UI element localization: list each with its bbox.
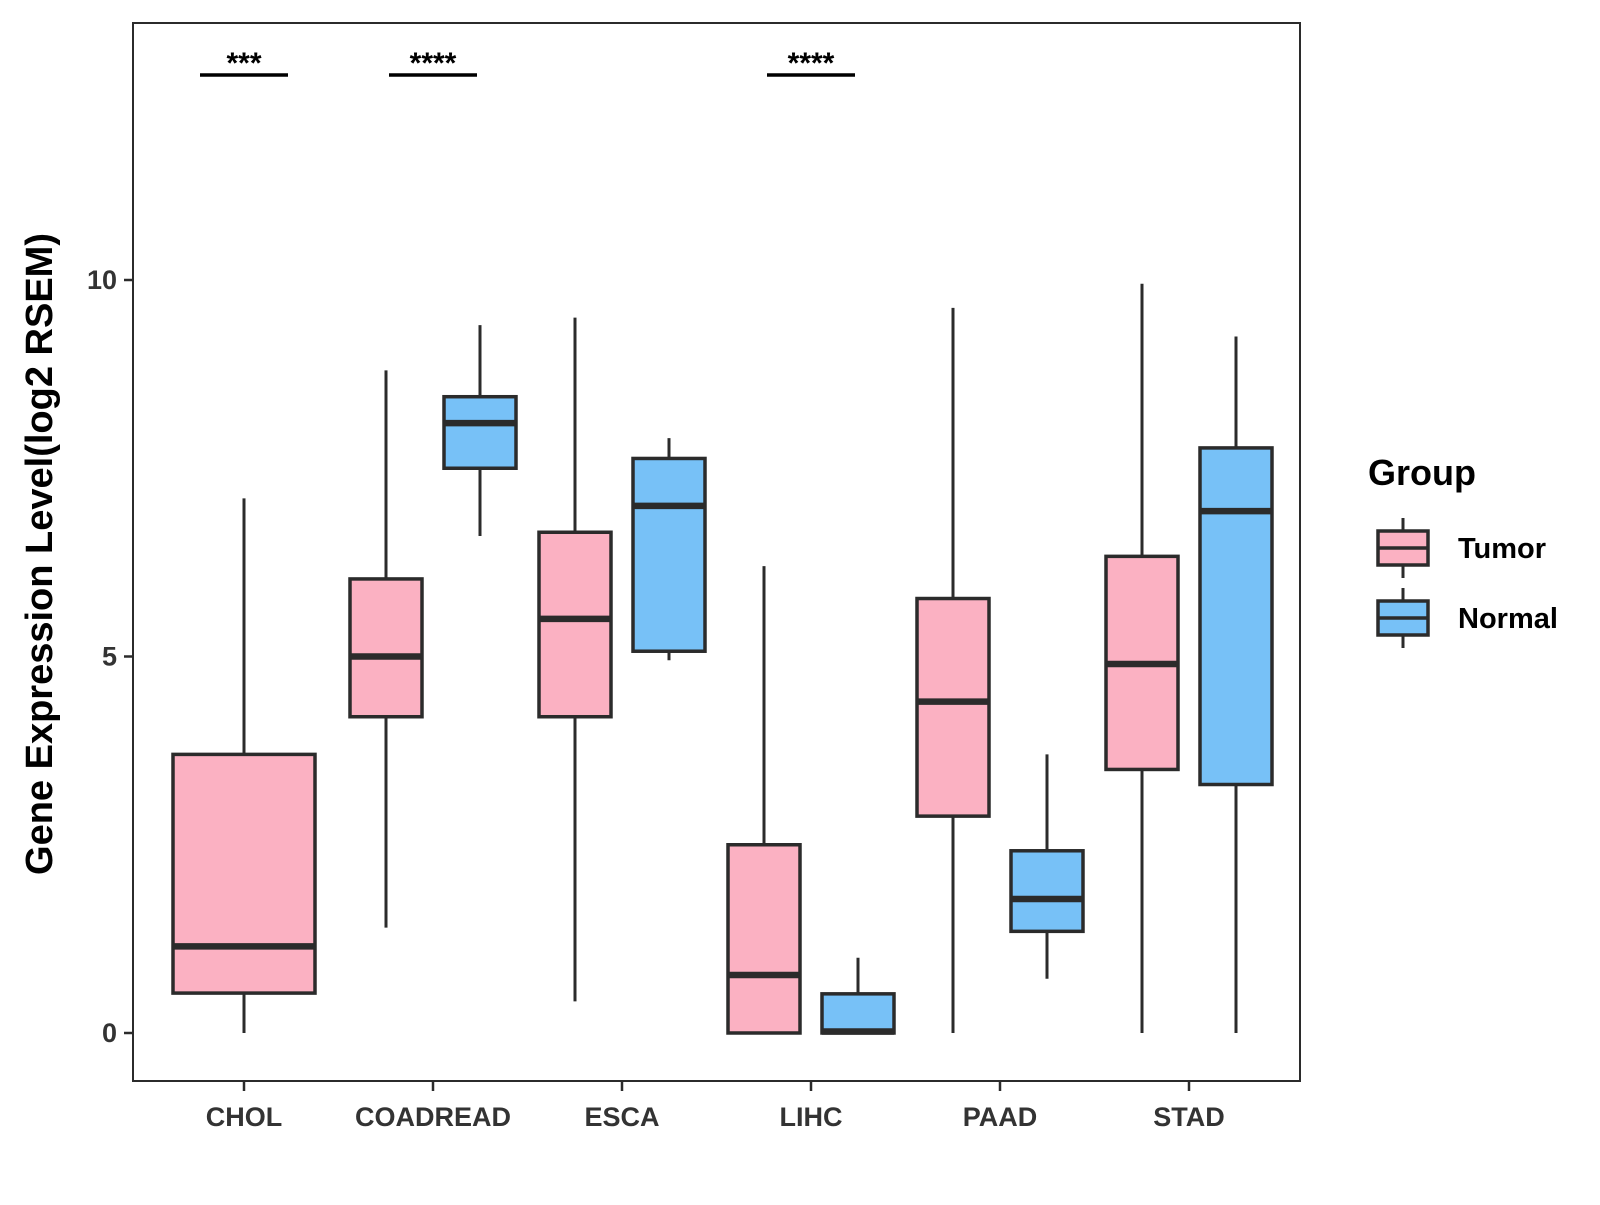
box-body <box>348 577 424 719</box>
box-body <box>631 456 707 653</box>
box-paad-normal <box>1009 754 1085 979</box>
x-tick-label: PAAD <box>963 1102 1038 1132</box>
significance-label: *** <box>226 47 261 80</box>
x-tick-label: COADREAD <box>355 1102 511 1132</box>
axes: 0 5 10 CHOL COADREAD ESCA LIHC PAAD STAD <box>87 22 1301 1132</box>
box-body <box>171 752 317 995</box>
legend-label: Tumor <box>1458 533 1546 565</box>
box-body <box>442 394 518 470</box>
y-tick-label: 10 <box>87 265 117 295</box>
legend-label: Normal <box>1458 603 1558 635</box>
legend-item-tumor: Tumor <box>1376 518 1546 578</box>
y-tick-label: 5 <box>102 642 117 672</box>
significance-label: **** <box>788 47 835 80</box>
y-axis-title: Gene Expression Level(log2 RSEM) <box>19 233 61 875</box>
box-body <box>537 530 613 719</box>
box-coadread-tumor <box>348 370 424 928</box>
box-body <box>820 992 896 1035</box>
panel-border <box>132 22 1301 1082</box>
x-tick-label: LIHC <box>780 1102 843 1132</box>
box-body <box>1009 849 1085 934</box>
box-esca-tumor <box>537 317 613 1002</box>
x-tick-label: STAD <box>1153 1102 1225 1132</box>
y-tick-label: 0 <box>102 1018 117 1048</box>
box-body <box>726 843 802 1035</box>
x-tick-label: CHOL <box>206 1102 283 1132</box>
box-coadread-normal <box>442 325 518 537</box>
legend-title: Group <box>1368 452 1476 493</box>
significance-label: **** <box>410 47 457 80</box>
box-esca-normal <box>631 438 707 661</box>
box-stad-normal <box>1198 336 1274 1033</box>
plot-area: *** **** **** <box>171 47 1274 1035</box>
box-paad-tumor <box>915 307 991 1033</box>
x-tick-label: ESCA <box>584 1102 659 1132</box>
box-lihc-tumor <box>726 566 802 1035</box>
legend: Group Tumor Normal <box>1368 452 1558 648</box>
legend-item-normal: Normal <box>1376 588 1558 648</box>
box-stad-tumor <box>1104 283 1180 1033</box>
box-chol-tumor <box>171 498 317 1033</box>
box-body <box>1198 446 1274 787</box>
box-body <box>915 596 991 818</box>
box-lihc-normal <box>820 957 896 1035</box>
